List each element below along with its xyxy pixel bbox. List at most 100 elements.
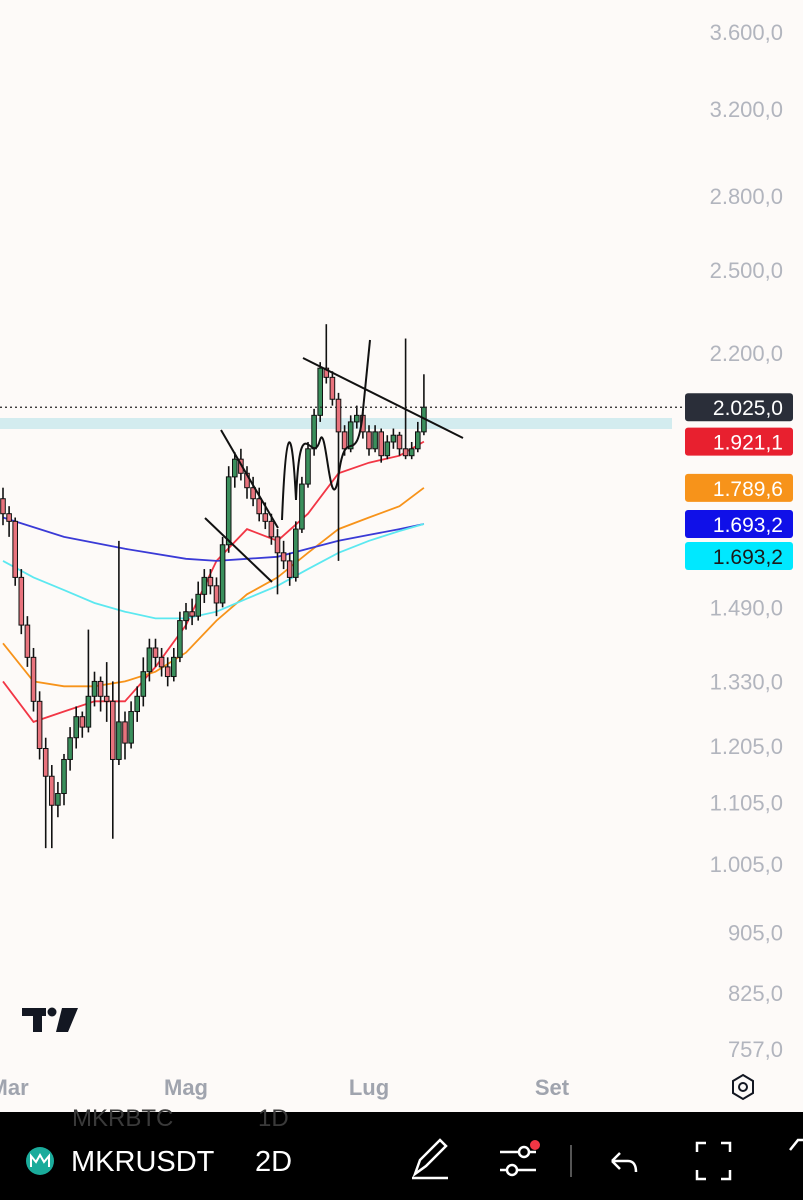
moving-average-line: [2, 487, 425, 688]
candle-body: [317, 367, 323, 416]
candle-body: [97, 680, 104, 697]
drawn-path: [281, 339, 371, 521]
y-tick-label: 1.330,0: [710, 669, 783, 694]
candle-body: [116, 721, 122, 760]
y-tick-label: 1.205,0: [710, 734, 783, 759]
candle-body: [158, 656, 165, 668]
candle-body: [189, 611, 195, 617]
price-tag-label: 1.693,2: [713, 514, 783, 537]
x-tick-label: Lug: [349, 1075, 389, 1100]
candle-body: [408, 448, 415, 457]
candle-body: [384, 441, 391, 457]
candle-body: [201, 576, 208, 595]
y-tick-label: 3.600,0: [710, 20, 783, 45]
logo-part: [33, 1008, 42, 1032]
candle-body: [152, 647, 159, 658]
candle-body: [177, 620, 183, 658]
indicators-icon[interactable]: [500, 1145, 536, 1177]
candle-body: [347, 421, 354, 450]
candle-body: [0, 498, 6, 515]
candle-body: [207, 576, 214, 587]
price-tags: 2.025,0 1.921,1 1.789,6 1.693,2 1.693,2: [0, 393, 793, 570]
candle-body: [335, 398, 342, 433]
drawings: [204, 339, 464, 583]
trend-line: [220, 429, 279, 529]
undo-icon[interactable]: [611, 1152, 638, 1173]
candle-body: [213, 585, 220, 604]
price-tag: [685, 541, 793, 570]
trend-line: [302, 357, 464, 439]
candle-body: [24, 624, 31, 658]
candle-body: [103, 695, 110, 702]
price-tag-label: 1.921,1: [713, 432, 783, 455]
candle-body: [122, 721, 128, 744]
logo-part: [47, 1007, 57, 1017]
candle-body: [293, 528, 299, 578]
candle-body: [134, 695, 140, 713]
y-tick-label: 1.490,0: [710, 595, 783, 620]
candle-body: [55, 793, 61, 806]
x-tick-label: Mag: [164, 1075, 208, 1100]
candle-body: [366, 431, 372, 450]
x-tick-label: Mar: [0, 1075, 29, 1100]
candle-body: [91, 680, 98, 697]
candle-body: [18, 576, 25, 626]
candle-body: [305, 448, 311, 485]
price-tag-label: 2.025,0: [713, 397, 783, 420]
price-tag-label: 1.693,2: [713, 546, 783, 569]
fullscreen-icon[interactable]: [695, 1141, 732, 1181]
settings-icon-dot: [738, 1082, 748, 1092]
candle-body: [183, 611, 189, 622]
time-axis: Mar Mag Lug Set: [0, 1075, 570, 1100]
settings-icon[interactable]: [732, 1073, 754, 1101]
draw-tool-icon[interactable]: [412, 1138, 448, 1180]
symbol-logo-mark: [30, 1152, 50, 1167]
y-tick-label: 2.800,0: [710, 184, 783, 209]
candle-body: [30, 656, 37, 702]
symbol[interactable]: MKRUSDT: [71, 1146, 215, 1178]
price-tag: [685, 473, 793, 502]
y-tick-label: 1.105,0: [710, 790, 783, 815]
candle-body: [323, 367, 330, 378]
candle-body: [171, 656, 177, 678]
candle-body: [164, 666, 171, 678]
toolbar-bg: [0, 1112, 803, 1200]
candle-body: [85, 695, 92, 728]
candle-body: [42, 748, 49, 777]
interval[interactable]: 2D: [255, 1146, 292, 1178]
candle-body: [61, 758, 67, 795]
y-tick-label: 825,0: [728, 981, 783, 1006]
y-tick-label: 1.005,0: [710, 852, 783, 877]
logo-part: [56, 1008, 78, 1032]
candle-body: [402, 448, 409, 457]
candle-body: [396, 434, 403, 450]
candle-body: [372, 431, 378, 450]
symbol-logo: [26, 1147, 54, 1175]
y-tick-label: 3.200,0: [710, 97, 783, 122]
candle-body: [6, 513, 12, 522]
tradingview-logo: [22, 1007, 78, 1032]
icon-knob: [505, 1163, 519, 1177]
candle-body: [256, 498, 262, 515]
candle-body: [146, 647, 153, 673]
price-axis: 3.600,0 3.200,0 2.800,0 2.500,0 2.200,0 1.490…: [710, 20, 783, 1062]
y-tick-label: 2.200,0: [710, 341, 783, 366]
candle-body: [36, 700, 43, 750]
background: [0, 0, 803, 1112]
candle-body: [274, 536, 281, 554]
candle-body: [286, 560, 293, 578]
more-icon[interactable]: [789, 1138, 803, 1151]
notification-dot: [530, 1140, 540, 1150]
moving-average-line: [2, 516, 425, 562]
candle-body: [232, 458, 238, 478]
y-tick-label: 757,0: [728, 1037, 783, 1062]
x-tick-label: Set: [535, 1075, 570, 1100]
candle-body: [262, 513, 269, 522]
trend-line: [204, 517, 273, 583]
y-tick-label: 2.500,0: [710, 258, 783, 283]
candle-body: [110, 700, 116, 760]
candle-body: [49, 775, 55, 806]
candle-body: [79, 716, 86, 728]
y-tick-label: 905,0: [728, 921, 783, 946]
